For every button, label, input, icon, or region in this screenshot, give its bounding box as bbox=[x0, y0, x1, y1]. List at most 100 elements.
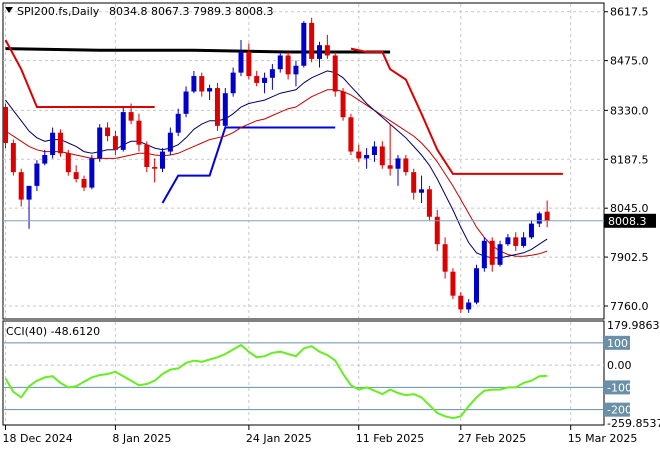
candle-body bbox=[191, 76, 197, 92]
price-axis: 8617.5 8475.0 8330.0 8187.5 8045.0 7902.5 7760… bbox=[604, 6, 649, 313]
candle bbox=[521, 232, 527, 248]
candle-body bbox=[254, 76, 260, 83]
candle-body bbox=[57, 132, 63, 154]
candle bbox=[105, 122, 111, 142]
current-price-box bbox=[604, 213, 656, 228]
candle bbox=[309, 17, 315, 63]
candle-body bbox=[474, 268, 479, 303]
candle-body bbox=[26, 185, 32, 200]
candle bbox=[348, 113, 354, 155]
candle bbox=[364, 148, 370, 169]
candle-body bbox=[199, 76, 205, 92]
candle-body bbox=[332, 55, 338, 92]
red-stop-line bbox=[350, 47, 563, 175]
candle-body bbox=[246, 52, 252, 77]
candle bbox=[230, 67, 236, 97]
candle bbox=[544, 200, 550, 228]
candle bbox=[371, 141, 377, 162]
candle bbox=[497, 240, 503, 267]
candle bbox=[144, 141, 150, 173]
candle bbox=[254, 70, 260, 87]
candle-body bbox=[222, 93, 228, 126]
candle-body bbox=[301, 22, 307, 66]
candle bbox=[293, 60, 299, 87]
candle bbox=[175, 108, 181, 137]
level-lines bbox=[4, 39, 563, 204]
red-resistance-line bbox=[4, 39, 155, 108]
current-price-marker: 8008.3 bbox=[3, 213, 656, 228]
candle-body bbox=[81, 179, 87, 188]
date-tick-label: 8 Jan 2025 bbox=[112, 432, 171, 445]
candle-body bbox=[175, 113, 181, 133]
candle bbox=[222, 88, 228, 128]
candle-body bbox=[97, 127, 103, 159]
candle-body bbox=[458, 295, 464, 310]
price-tick-label: 7760.0 bbox=[610, 300, 649, 313]
candle bbox=[183, 86, 189, 118]
candles bbox=[3, 17, 550, 313]
candle-body bbox=[34, 163, 40, 186]
candle-body bbox=[379, 146, 385, 166]
candle-body bbox=[481, 240, 487, 269]
candle bbox=[10, 139, 16, 176]
candle bbox=[536, 211, 542, 228]
candle-body bbox=[167, 132, 173, 152]
candle-body bbox=[65, 153, 71, 173]
candle-body bbox=[42, 154, 48, 164]
cci-tick-label: 100 bbox=[607, 337, 628, 350]
candle-body bbox=[466, 302, 472, 310]
candle-body bbox=[207, 88, 213, 92]
fast-ema-line bbox=[5, 70, 548, 259]
candle-body bbox=[536, 213, 542, 224]
candle-body bbox=[262, 77, 268, 83]
candle bbox=[199, 72, 205, 97]
candle bbox=[324, 34, 330, 59]
candle-body bbox=[521, 237, 527, 246]
candle-body bbox=[324, 45, 330, 56]
candle-body bbox=[411, 172, 417, 193]
date-tick-label: 15 Mar 2025 bbox=[568, 432, 638, 445]
candle-body bbox=[160, 151, 165, 169]
candle bbox=[65, 149, 71, 176]
cci-grid bbox=[5, 322, 572, 424]
price-tick-label: 8187.5 bbox=[610, 153, 649, 166]
cci-title: CCI(40) -48.6120 bbox=[6, 325, 100, 338]
candle-body bbox=[120, 112, 126, 150]
candle-body bbox=[364, 154, 370, 159]
candle-body bbox=[50, 132, 56, 155]
candle-body bbox=[10, 142, 16, 173]
cci-tick-label: 179.9863 bbox=[607, 319, 660, 332]
price-tick-label: 8475.0 bbox=[610, 55, 649, 68]
price-tick-label: 8617.5 bbox=[610, 6, 649, 19]
candle bbox=[379, 141, 385, 169]
candle-body bbox=[144, 144, 150, 168]
candle-body bbox=[128, 112, 134, 121]
candle bbox=[277, 52, 283, 73]
candle-body bbox=[395, 158, 401, 169]
candle bbox=[489, 237, 495, 272]
black-resistance-line bbox=[5, 47, 391, 54]
candle-body bbox=[442, 244, 448, 272]
candle bbox=[505, 233, 511, 246]
candle bbox=[340, 88, 346, 121]
candle bbox=[434, 209, 440, 252]
moving-averages bbox=[5, 70, 548, 259]
candle-body bbox=[152, 167, 158, 169]
candle-body bbox=[89, 158, 95, 188]
candle bbox=[474, 264, 479, 305]
candle bbox=[387, 124, 393, 176]
candle bbox=[73, 165, 79, 183]
candle bbox=[403, 154, 409, 176]
candle bbox=[26, 185, 32, 229]
candle bbox=[481, 237, 487, 272]
candle-body bbox=[544, 211, 550, 221]
cci-tick-label: -200 bbox=[607, 404, 632, 417]
current-price-label: 8008.3 bbox=[608, 215, 647, 228]
cci-tick-label: -259.8537 bbox=[607, 417, 660, 430]
candle-body bbox=[230, 72, 236, 94]
price-panel: 8617.5 8475.0 8330.0 8187.5 8045.0 7902.5 7760… bbox=[2, 2, 656, 320]
candle bbox=[317, 41, 322, 68]
candle-body bbox=[136, 120, 142, 145]
candle-body bbox=[371, 146, 377, 155]
cci-tick-label: -100 bbox=[607, 381, 632, 394]
